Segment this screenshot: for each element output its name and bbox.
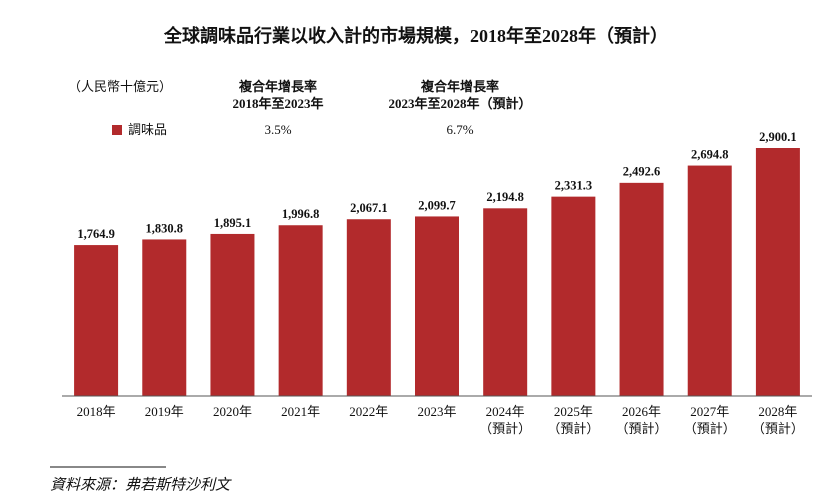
x-tick-note: （預計） (547, 421, 599, 436)
x-tick-label: 2020年 (213, 404, 252, 419)
legend-label: 調味品 (128, 122, 167, 137)
unit-label: （人民幣十億元） (68, 79, 172, 94)
bar (278, 225, 323, 396)
bar (687, 165, 732, 396)
value-label: 2,067.1 (350, 201, 388, 215)
bar (74, 245, 119, 396)
value-label: 2,099.7 (418, 198, 456, 212)
value-label: 2,694.8 (691, 147, 729, 161)
x-tick-label: 2026年 (622, 404, 661, 419)
value-label: 1,895.1 (214, 216, 252, 230)
chart-title: 全球調味品行業以收入計的市場規模，2018年至2028年（預計） (163, 25, 668, 46)
cagr-header: 2023年至2028年（預計） (388, 96, 531, 111)
x-tick-label: 2018年 (77, 404, 116, 419)
x-tick-label: 2028年 (758, 404, 797, 419)
value-label: 1,830.8 (146, 221, 184, 235)
bar (210, 233, 255, 396)
bar (619, 182, 664, 396)
value-label: 2,331.3 (555, 179, 593, 193)
x-tick-label: 2021年 (281, 404, 320, 419)
bar (142, 239, 187, 396)
cagr-value: 6.7% (446, 122, 473, 137)
x-tick-note: （預計） (479, 421, 531, 436)
x-tick-note: （預計） (752, 421, 804, 436)
bar (415, 216, 459, 396)
bar (483, 208, 528, 396)
value-label: 2,900.1 (759, 130, 797, 144)
x-tick-label: 2027年 (690, 404, 729, 419)
bar (755, 148, 800, 396)
cagr-header: 複合年增長率 (420, 79, 499, 94)
x-tick-label: 2024年 (486, 404, 525, 419)
x-tick-label: 2019年 (145, 404, 184, 419)
value-label: 1,764.9 (77, 227, 115, 241)
cagr-value: 3.5% (264, 122, 291, 137)
x-tick-label: 2025年 (554, 404, 593, 419)
cagr-header: 複合年增長率 (238, 79, 317, 94)
legend-swatch (112, 125, 122, 135)
value-label: 1,996.8 (282, 207, 320, 221)
source: 資料來源：弗若斯特沙利文 (50, 476, 232, 493)
bar (551, 196, 596, 396)
x-tick-label: 2022年 (349, 404, 388, 419)
value-label: 2,194.8 (486, 190, 524, 204)
bar (346, 219, 391, 396)
x-tick-note: （預計） (684, 421, 736, 436)
value-label: 2,492.6 (623, 165, 661, 179)
x-tick-note: （預計） (616, 421, 668, 436)
x-tick-label: 2023年 (417, 404, 456, 419)
cagr-header: 2018年至2023年 (232, 96, 323, 111)
